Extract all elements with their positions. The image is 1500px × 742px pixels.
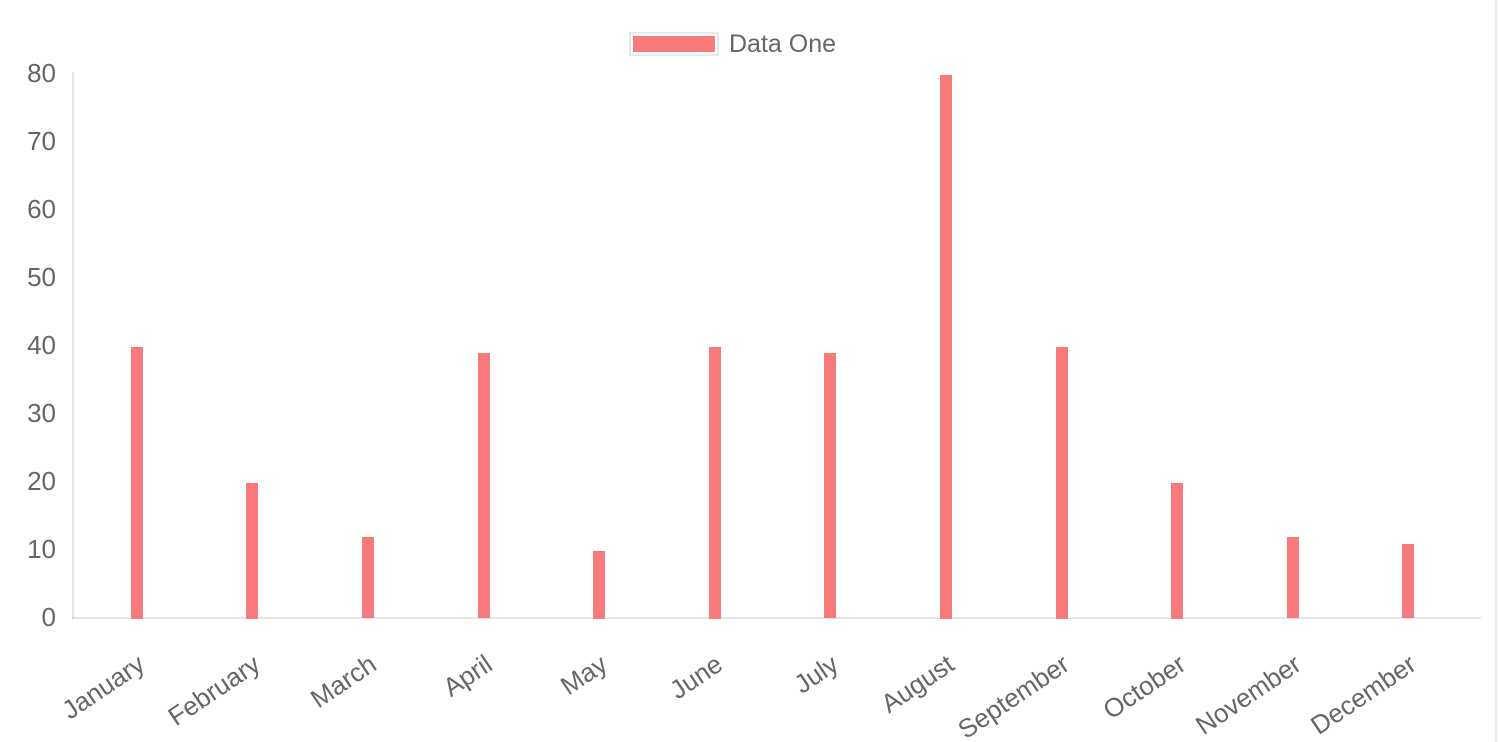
bar-july[interactable] <box>824 353 837 619</box>
bar-november[interactable] <box>1286 536 1299 619</box>
y-tick-label: 30 <box>27 397 56 428</box>
bar-june[interactable] <box>708 346 721 619</box>
y-tick-label: 0 <box>41 601 56 632</box>
y-tick-label: 70 <box>27 125 56 156</box>
y-tick-label: 20 <box>27 465 56 496</box>
legend-item[interactable]: Data One <box>629 31 836 57</box>
y-tick-label: 80 <box>27 57 56 88</box>
y-axis-line <box>72 72 74 619</box>
x-tick-label: February <box>162 648 266 732</box>
x-tick-label: April <box>437 648 497 703</box>
bar-may[interactable] <box>593 550 606 619</box>
x-tick-label: January <box>56 648 151 726</box>
legend-swatch <box>629 32 719 56</box>
page-right-border <box>1495 0 1497 742</box>
y-tick-label: 10 <box>27 533 56 564</box>
bar-april[interactable] <box>477 353 490 619</box>
x-tick-label: May <box>555 648 613 701</box>
bar-october[interactable] <box>1171 482 1184 619</box>
x-tick-label: June <box>664 648 729 705</box>
legend-swatch-fill <box>633 36 715 52</box>
x-tick-label: March <box>304 648 382 714</box>
x-tick-label: September <box>952 648 1075 742</box>
y-tick-label: 40 <box>27 329 56 360</box>
bar-january[interactable] <box>130 346 143 619</box>
y-tick-label: 60 <box>27 193 56 224</box>
bar-september[interactable] <box>1055 346 1068 619</box>
y-tick-label: 50 <box>27 261 56 292</box>
bar-august[interactable] <box>939 74 952 619</box>
x-tick-label: November <box>1189 648 1307 741</box>
x-axis-line <box>72 617 1481 619</box>
bar-february[interactable] <box>246 482 259 619</box>
x-tick-label: December <box>1305 648 1422 741</box>
x-tick-label: October <box>1097 648 1191 726</box>
x-tick-label: August <box>875 648 960 719</box>
legend-label: Data One <box>729 30 837 58</box>
bar-december[interactable] <box>1402 543 1415 619</box>
x-tick-label: July <box>788 648 844 700</box>
bar-march[interactable] <box>361 536 374 619</box>
